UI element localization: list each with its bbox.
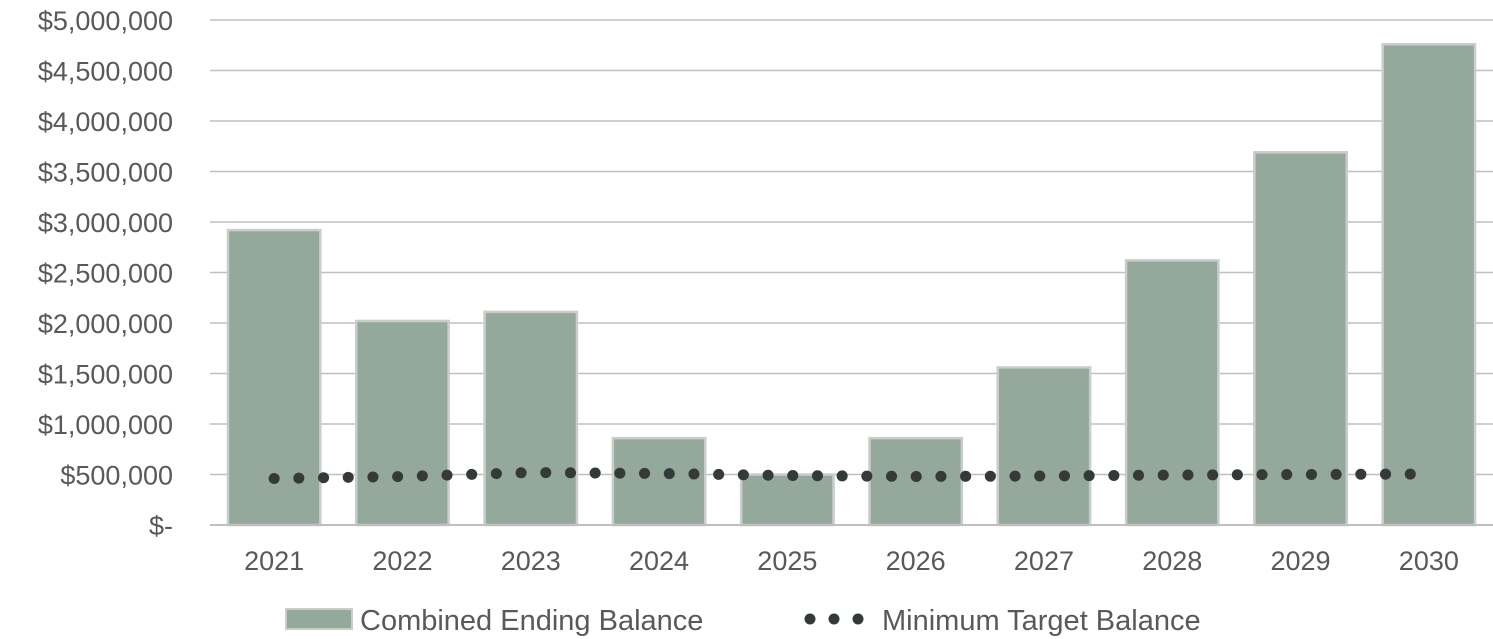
legend-swatch-combined-ending-balance — [285, 608, 353, 630]
legend: Combined Ending Balance Minimum Target B… — [285, 605, 1201, 637]
x-axis-ticks: 2021 2022 2023 2024 2025 2026 2027 2028 2029 2030 — [244, 546, 1459, 576]
legend-label-combined-ending-balance: Combined Ending Balance — [360, 605, 703, 637]
x-tick-label: 2025 — [757, 546, 817, 576]
target-line — [268, 466, 1435, 484]
legend-dot — [852, 613, 864, 625]
y-tick-label: $4,000,000 — [38, 107, 173, 137]
y-tick-label: $1,500,000 — [38, 360, 173, 390]
bar-series-combined-ending-balance — [226, 42, 1477, 527]
bar-2022 — [355, 319, 450, 527]
x-tick-label: 2027 — [1014, 546, 1074, 576]
line-series-minimum-target-balance — [268, 466, 1435, 484]
bar-2030 — [1381, 42, 1477, 527]
y-tick-label: $3,000,000 — [38, 208, 173, 238]
x-tick-label: 2028 — [1142, 546, 1202, 576]
bar-2028 — [1124, 259, 1220, 527]
legend-dot — [804, 613, 816, 625]
x-tick-label: 2022 — [372, 546, 432, 576]
y-tick-label: $500,000 — [60, 461, 173, 491]
bar-2029 — [1253, 151, 1348, 527]
y-tick-label: $1,000,000 — [38, 410, 173, 440]
x-tick-label: 2021 — [244, 546, 304, 576]
bar-2027 — [996, 366, 1092, 527]
y-tick-label: $3,500,000 — [38, 158, 173, 188]
legend-swatch-minimum-target-balance — [804, 613, 864, 625]
legend-label-minimum-target-balance: Minimum Target Balance — [882, 605, 1201, 637]
x-tick-label: 2026 — [886, 546, 946, 576]
x-tick-label: 2030 — [1399, 546, 1459, 576]
legend-dot — [828, 613, 840, 625]
y-tick-label: $2,000,000 — [38, 309, 173, 339]
x-tick-label: 2023 — [501, 546, 561, 576]
y-axis-ticks: $- $500,000 $1,000,000 $1,500,000 $2,000,000… — [38, 6, 173, 541]
bar-2023 — [483, 310, 579, 527]
bar-2025 — [739, 473, 835, 527]
x-tick-label: 2024 — [629, 546, 689, 576]
y-tick-label: $2,500,000 — [38, 259, 173, 289]
y-tick-label: $4,500,000 — [38, 57, 173, 87]
y-tick-label: $- — [149, 511, 173, 541]
y-tick-label: $5,000,000 — [38, 6, 173, 36]
bar-2024 — [611, 436, 707, 527]
x-tick-label: 2029 — [1271, 546, 1331, 576]
